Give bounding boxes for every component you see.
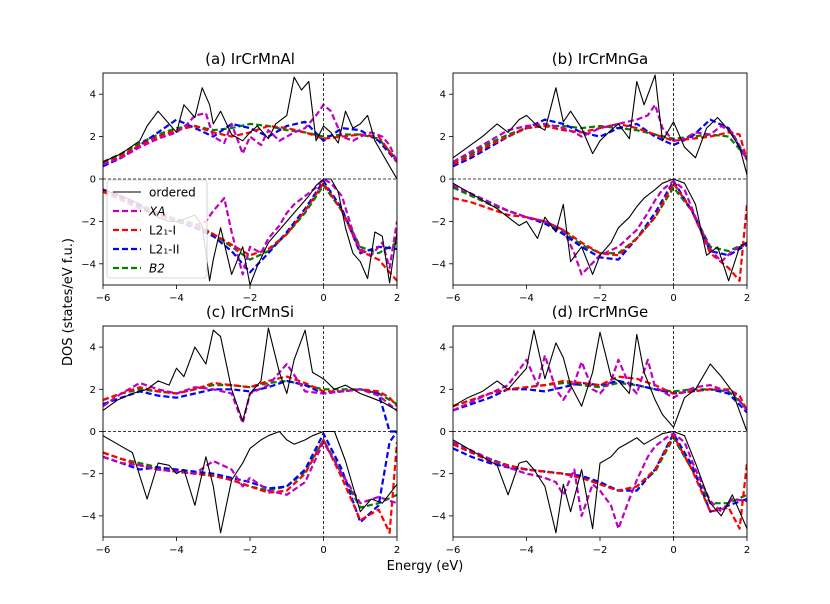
x-tick-label: 2: [394, 293, 400, 304]
legend-label-l21ii: L2₁-II: [149, 243, 180, 257]
x-tick-label: −6: [96, 293, 111, 304]
series-ordered-spin-up-line: [103, 76, 397, 180]
series-ordered-spin-up-line: [453, 329, 747, 432]
panel-2: (b) IrCrMnGa −6 −4 −2 0 2 −4 −2 0 2 4: [431, 50, 750, 304]
x-tick-label: −6: [446, 545, 461, 556]
x-tick-label: −4: [519, 545, 534, 556]
x-axis-label: Energy (eV): [387, 559, 464, 574]
series-xa-spin-down-line: [453, 432, 747, 530]
x-tick-label: −6: [96, 545, 111, 556]
series-ordered-spin-up-line: [453, 74, 747, 175]
y-tick-label: 4: [440, 90, 446, 101]
panel-title: (c) IrCrMnSi: [206, 303, 294, 321]
x-tick-label: −4: [169, 293, 184, 304]
y-tick-label: −2: [81, 469, 96, 480]
series-l21ii-spin-down-line: [103, 180, 397, 274]
panel-1: (a) IrCrMnAl −6 −4 −2 0 2 −4 −2 0 2 4: [81, 50, 400, 304]
y-tick-label: 2: [440, 132, 446, 143]
series-b2-spin-up-line: [453, 124, 747, 164]
x-tick-label: −2: [243, 293, 258, 304]
series-ordered-spin-down-line: [103, 430, 397, 534]
y-tick-label: 2: [90, 132, 96, 143]
y-tick-label: 0: [90, 427, 96, 438]
y-tick-label: 0: [440, 427, 446, 438]
series-b2-spin-up-line: [103, 379, 397, 406]
panel-title: (a) IrCrMnAl: [205, 50, 295, 68]
series-group: [453, 74, 747, 282]
series-group: [103, 327, 397, 534]
panel-title: (b) IrCrMnGa: [552, 50, 649, 68]
x-tick-label: −2: [243, 545, 258, 556]
legend-label-xa: XA: [148, 205, 165, 219]
x-tick-label: 2: [394, 545, 400, 556]
x-tick-label: 0: [320, 293, 326, 304]
legend-label-l21i: L2₁-I: [149, 224, 176, 238]
series-ordered-spin-up-line: [103, 327, 397, 422]
y-tick-label: −4: [431, 259, 446, 270]
series-xa-spin-up-line: [453, 354, 747, 412]
y-tick-label: −2: [431, 469, 446, 480]
series-l21ii-spin-up-line: [103, 379, 397, 433]
y-axis-label: DOS (states/eV f.u.): [61, 238, 76, 366]
series-xa-spin-up-line: [103, 103, 397, 166]
y-tick-label: 0: [440, 175, 446, 186]
y-tick-label: 4: [90, 343, 96, 354]
series-l21ii-spin-down-line: [453, 432, 747, 513]
x-tick-label: 0: [670, 545, 676, 556]
panel-4: (d) IrCrMnGe −6 −4 −2 0 2 −4 −2 0 2 4: [431, 303, 750, 556]
series-ordered-spin-down-line: [453, 430, 747, 534]
legend-label-ordered: ordered: [149, 186, 196, 200]
x-tick-label: −4: [519, 293, 534, 304]
series-xa-spin-down-line: [103, 177, 397, 276]
series-group: [453, 329, 747, 534]
x-tick-label: 2: [744, 293, 750, 304]
panels-group: (a) IrCrMnAl −6 −4 −2 0 2 −4 −2 0 2 4 (b) IrCrMnGa −…: [81, 50, 750, 556]
series-l21i-spin-down-line: [453, 434, 747, 530]
legend: ordered XA L2₁-I L2₁-II B2: [106, 179, 208, 279]
y-tick-label: 2: [440, 385, 446, 396]
legend-frame: [106, 179, 208, 279]
x-tick-label: −4: [169, 545, 184, 556]
y-tick-label: −4: [431, 511, 446, 522]
x-tick-label: 2: [744, 545, 750, 556]
y-tick-label: 4: [90, 90, 96, 101]
series-l21i-spin-down-line: [103, 438, 397, 534]
y-tick-label: −4: [81, 511, 96, 522]
legend-label-b2: B2: [149, 262, 165, 276]
y-tick-label: −2: [81, 217, 96, 228]
series-l21i-spin-up-line: [453, 122, 747, 166]
y-tick-label: 2: [90, 385, 96, 396]
series-xa-spin-down-line: [453, 180, 747, 276]
panel-title: (d) IrCrMnGe: [552, 303, 649, 321]
series-l21i-spin-up-line: [103, 375, 397, 407]
y-tick-label: −4: [81, 259, 96, 270]
y-tick-label: −2: [431, 217, 446, 228]
series-ordered-spin-down-line: [453, 178, 747, 282]
series-l21i-spin-up-line: [453, 375, 747, 411]
x-tick-label: −2: [593, 293, 608, 304]
x-tick-label: −6: [446, 293, 461, 304]
series-l21ii-spin-up-line: [103, 118, 397, 168]
series-group: [103, 76, 397, 285]
series-xa-spin-down-line: [103, 441, 397, 505]
y-tick-label: 4: [440, 343, 446, 354]
series-l21i-spin-down-line: [453, 182, 747, 282]
series-b2-spin-down-line: [453, 186, 747, 255]
series-xa-spin-up-line: [453, 103, 747, 163]
series-l21ii-spin-down-line: [453, 180, 747, 261]
y-tick-label: 0: [90, 175, 96, 186]
x-tick-label: −2: [593, 545, 608, 556]
panel-3: (c) IrCrMnSi −6 −4 −2 0 2 −4 −2 0 2 4: [81, 303, 400, 556]
x-tick-label: 0: [320, 545, 326, 556]
x-tick-label: 0: [670, 293, 676, 304]
